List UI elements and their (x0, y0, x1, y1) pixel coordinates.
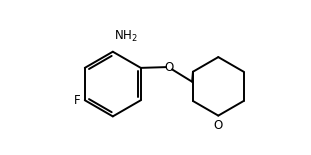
Text: O: O (214, 120, 223, 133)
Text: O: O (165, 61, 174, 74)
Text: NH$_2$: NH$_2$ (114, 29, 138, 44)
Text: F: F (73, 94, 80, 107)
